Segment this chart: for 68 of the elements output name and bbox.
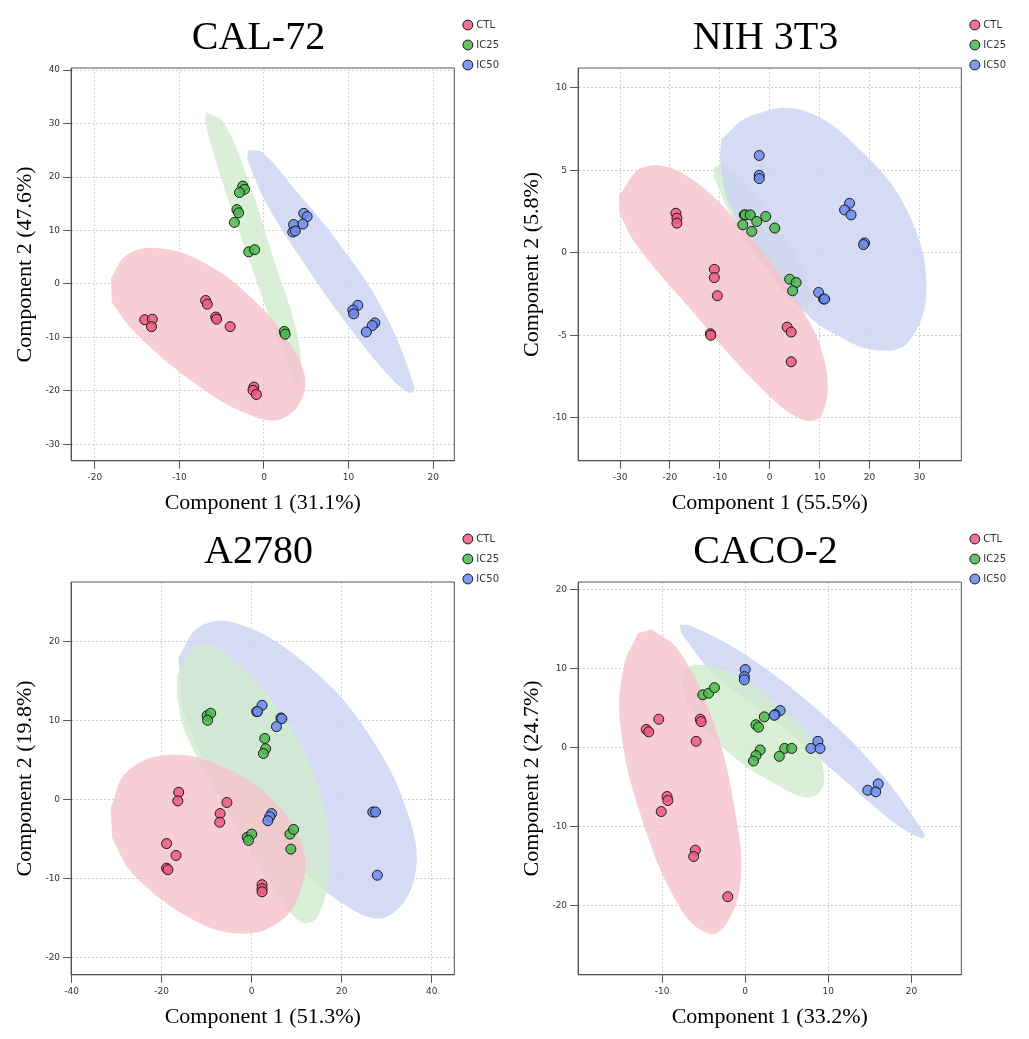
x-axis-title: Component 1 (33.2%) bbox=[671, 1002, 868, 1028]
legend-label: CTL bbox=[983, 18, 1003, 30]
x-axis-title: Component 1 (55.5%) bbox=[671, 488, 868, 514]
x-axis-title: Component 1 (51.3%) bbox=[164, 1002, 361, 1028]
y-tick-label: -10 bbox=[45, 872, 61, 883]
x-tick-label: -10 bbox=[654, 985, 670, 996]
y-axis-title: Component 2 (5.8%) bbox=[517, 171, 543, 357]
chart-title: CAL-72 bbox=[191, 12, 326, 58]
y-tick-label: 20 bbox=[48, 635, 61, 646]
x-tick-label: -10 bbox=[172, 471, 188, 482]
chart-title: A2780 bbox=[204, 526, 313, 572]
x-tick-label: -20 bbox=[154, 985, 170, 996]
y-tick-label: 10 bbox=[48, 224, 61, 235]
legend-label: IC25 bbox=[476, 552, 499, 564]
y-tick-label: -10 bbox=[552, 412, 568, 423]
x-tick-label: 40 bbox=[426, 985, 438, 996]
x-tick-label: -20 bbox=[87, 471, 103, 482]
x-tick-label: 20 bbox=[905, 985, 918, 996]
chart-title: CACO-2 bbox=[693, 526, 838, 572]
y-axis-title: Component 2 (47.6%) bbox=[10, 166, 36, 363]
y-tick-label: -10 bbox=[45, 331, 61, 342]
y-tick-label: 20 bbox=[555, 584, 568, 595]
legend-label: IC25 bbox=[983, 552, 1006, 564]
y-tick-label: -10 bbox=[552, 820, 568, 831]
x-tick-label: -30 bbox=[612, 471, 628, 482]
x-tick-label: 20 bbox=[427, 471, 440, 482]
y-tick-label: 0 bbox=[54, 278, 61, 289]
x-tick-label: 10 bbox=[822, 985, 835, 996]
y-tick-label: -30 bbox=[45, 438, 61, 449]
y-tick-label: 30 bbox=[48, 117, 61, 128]
y-axis-title: Component 2 (19.8%) bbox=[10, 680, 36, 877]
y-axis-title: Component 2 (24.7%) bbox=[517, 680, 543, 877]
legend-label: CTL bbox=[476, 18, 496, 30]
y-tick-label: 10 bbox=[555, 663, 568, 674]
y-tick-label: 0 bbox=[54, 793, 61, 804]
x-tick-label: 0 bbox=[261, 471, 268, 482]
legend-label: IC50 bbox=[983, 58, 1006, 70]
y-tick-label: 40 bbox=[48, 64, 61, 75]
y-tick-label: -5 bbox=[558, 329, 568, 340]
x-tick-label: 10 bbox=[813, 471, 826, 482]
legend-label: IC50 bbox=[983, 572, 1006, 584]
x-tick-label: 10 bbox=[342, 471, 355, 482]
x-tick-label: -40 bbox=[64, 985, 80, 996]
y-tick-label: 10 bbox=[48, 714, 61, 725]
legend-label: CTL bbox=[476, 532, 496, 544]
y-tick-label: 10 bbox=[555, 82, 568, 93]
y-tick-label: -20 bbox=[552, 899, 568, 910]
x-tick-label: 0 bbox=[766, 471, 773, 482]
x-tick-label: -20 bbox=[662, 471, 678, 482]
legend-label: IC25 bbox=[476, 38, 499, 50]
y-tick-label: 20 bbox=[48, 171, 61, 182]
y-tick-label: 0 bbox=[561, 247, 568, 258]
legend-label: IC25 bbox=[983, 38, 1006, 50]
x-axis-title: Component 1 (31.1%) bbox=[164, 488, 361, 514]
chart-title: NIH 3T3 bbox=[692, 12, 839, 58]
y-tick-label: 5 bbox=[561, 164, 568, 175]
x-tick-label: 0 bbox=[248, 985, 255, 996]
x-tick-label: 30 bbox=[913, 471, 926, 482]
y-tick-label: -20 bbox=[45, 385, 61, 396]
x-tick-label: 20 bbox=[336, 985, 348, 996]
legend-label: IC50 bbox=[476, 58, 499, 70]
x-tick-label: -10 bbox=[712, 471, 728, 482]
legend-label: CTL bbox=[983, 532, 1003, 544]
x-tick-label: 20 bbox=[863, 471, 876, 482]
y-tick-label: 0 bbox=[561, 741, 568, 752]
x-tick-label: 0 bbox=[742, 985, 749, 996]
y-tick-label: -20 bbox=[45, 951, 61, 962]
legend-label: IC50 bbox=[476, 572, 499, 584]
